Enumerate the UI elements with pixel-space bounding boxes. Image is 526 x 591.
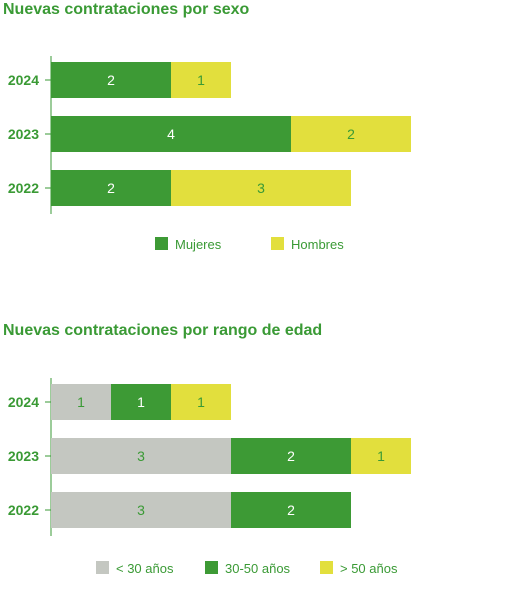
legend-swatch-sexo-s1 [271, 237, 284, 250]
data-label-edad-2022-s1: 2 [287, 502, 295, 518]
bar-edad-2024-s1 [111, 384, 171, 420]
tick-label-sexo-2024: 2024 [8, 72, 39, 88]
bar-sexo-2022-s1 [171, 170, 351, 206]
data-label-sexo-2022-s0: 2 [107, 180, 115, 196]
legend-swatch-edad-s2 [320, 561, 333, 574]
data-label-edad-2023-s1: 2 [287, 448, 295, 464]
data-label-sexo-2023-s1: 2 [347, 126, 355, 142]
bar-edad-2023-s1 [231, 438, 351, 474]
data-label-edad-2024-s0: 1 [77, 394, 85, 410]
tick-label-sexo-2023: 2023 [8, 126, 39, 142]
bar-edad-2024-s0 [51, 384, 111, 420]
legend-label-edad-s1: 30-50 años [225, 561, 291, 576]
chart-title-edad: Nuevas contrataciones por rango de edad [3, 322, 323, 339]
bar-edad-2024-s2 [171, 384, 231, 420]
legend-swatch-edad-s0 [96, 561, 109, 574]
legend-label-sexo-s0: Mujeres [175, 237, 222, 252]
bar-edad-2022-s0 [51, 492, 231, 528]
data-label-sexo-2024-s0: 2 [107, 72, 115, 88]
tick-label-edad-2024: 2024 [8, 394, 39, 410]
data-label-sexo-2024-s1: 1 [197, 72, 205, 88]
legend-label-sexo-s1: Hombres [291, 237, 344, 252]
legend-swatch-sexo-s0 [155, 237, 168, 250]
data-label-edad-2022-s0: 3 [137, 502, 145, 518]
bar-sexo-2024-s1 [171, 62, 231, 98]
bar-sexo-2022-s0 [51, 170, 171, 206]
bar-sexo-2024-s0 [51, 62, 171, 98]
tick-label-sexo-2022: 2022 [8, 180, 39, 196]
bar-edad-2023-s2 [351, 438, 411, 474]
bar-sexo-2023-s1 [291, 116, 411, 152]
legend-label-edad-s0: < 30 años [116, 561, 174, 576]
legend-swatch-edad-s1 [205, 561, 218, 574]
tick-label-edad-2023: 2023 [8, 448, 39, 464]
bar-sexo-2023-s0 [51, 116, 291, 152]
data-label-sexo-2022-s1: 3 [257, 180, 265, 196]
data-label-edad-2024-s1: 1 [137, 394, 145, 410]
bar-edad-2023-s0 [51, 438, 231, 474]
tick-label-edad-2022: 2022 [8, 502, 39, 518]
legend-label-edad-s2: > 50 años [340, 561, 398, 576]
data-label-edad-2024-s2: 1 [197, 394, 205, 410]
data-label-edad-2023-s0: 3 [137, 448, 145, 464]
chart-title-sexo: Nuevas contrataciones por sexo [3, 1, 250, 18]
data-label-edad-2023-s2: 1 [377, 448, 385, 464]
data-label-sexo-2023-s0: 4 [167, 126, 175, 142]
bar-edad-2022-s1 [231, 492, 351, 528]
